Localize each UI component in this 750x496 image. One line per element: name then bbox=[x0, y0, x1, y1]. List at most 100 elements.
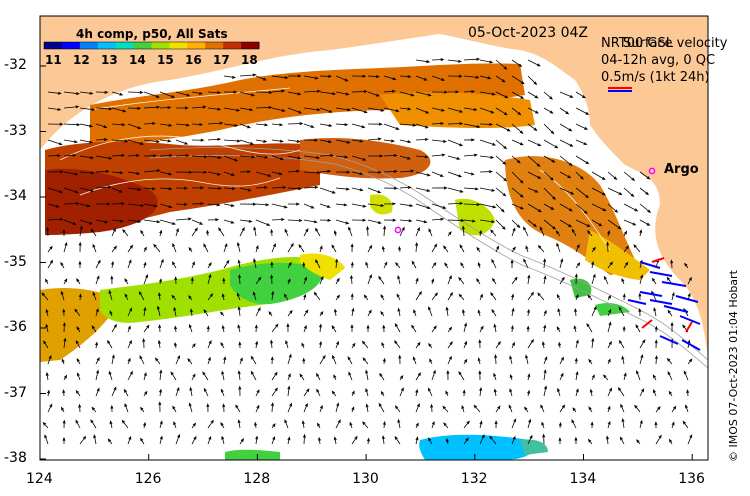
velocity-arrow bbox=[255, 90, 273, 94]
velocity-arrow bbox=[108, 289, 113, 301]
colorbar-tick-label: 13 bbox=[101, 53, 118, 67]
velocity-arrow bbox=[415, 372, 421, 381]
velocity-arrow bbox=[654, 421, 658, 429]
velocity-arrow bbox=[143, 306, 147, 317]
velocity-arrow bbox=[543, 123, 555, 135]
velocity-arrow bbox=[191, 219, 204, 225]
velocity-arrow bbox=[239, 123, 251, 129]
velocity-arrow bbox=[447, 90, 460, 94]
velocity-arrow bbox=[95, 138, 108, 142]
velocity-arrow bbox=[379, 372, 385, 381]
velocity-arrow bbox=[221, 293, 225, 301]
velocity-arrow bbox=[607, 405, 611, 413]
velocity-arrow bbox=[255, 276, 262, 285]
velocity-arrow bbox=[191, 422, 197, 429]
velocity-arrow bbox=[287, 385, 291, 397]
velocity-arrow bbox=[111, 354, 115, 365]
velocity-arrow bbox=[415, 75, 428, 81]
velocity-arrow bbox=[495, 340, 501, 349]
velocity-arrow bbox=[255, 171, 272, 177]
velocity-arrow bbox=[558, 437, 562, 445]
velocity-arrow bbox=[431, 203, 447, 209]
velocity-arrow bbox=[558, 422, 562, 429]
velocity-arrow bbox=[541, 421, 545, 429]
velocity-arrow bbox=[654, 325, 658, 333]
velocity-arrow bbox=[380, 390, 385, 397]
velocity-arrow bbox=[255, 75, 267, 81]
velocity-arrow bbox=[602, 374, 609, 381]
velocity-arrow bbox=[170, 371, 177, 381]
velocity-arrow bbox=[206, 403, 210, 413]
velocity-arrow bbox=[606, 241, 610, 253]
velocity-arrow bbox=[138, 290, 145, 301]
velocity-arrow bbox=[444, 262, 449, 269]
velocity-arrow bbox=[607, 171, 618, 180]
velocity-arrow bbox=[559, 372, 564, 381]
lat-tick-label: -38 bbox=[4, 450, 27, 466]
velocity-arrow bbox=[639, 203, 652, 213]
velocity-arrow bbox=[237, 259, 241, 269]
velocity-arrow bbox=[398, 354, 402, 365]
velocity-arrow bbox=[463, 107, 478, 112]
velocity-arrow bbox=[303, 138, 319, 142]
velocity-arrow bbox=[445, 390, 449, 397]
velocity-arrow bbox=[62, 229, 66, 237]
velocity-arrow bbox=[527, 418, 532, 429]
lat-tick-label: -34 bbox=[4, 188, 27, 204]
colorbar-segment bbox=[205, 42, 224, 49]
velocity-scale-label: 0.5m/s (1kt 24h) bbox=[601, 70, 710, 85]
velocity-arrow bbox=[206, 229, 210, 237]
velocity-arrow bbox=[348, 226, 353, 237]
velocity-arrow bbox=[95, 155, 113, 160]
velocity-arrow bbox=[623, 230, 628, 237]
velocity-arrow bbox=[191, 170, 208, 174]
velocity-arrow bbox=[394, 435, 401, 445]
velocity-arrow bbox=[495, 139, 508, 150]
velocity-arrow bbox=[588, 406, 593, 413]
velocity-arrow bbox=[107, 438, 113, 445]
velocity-arrow bbox=[557, 308, 561, 317]
velocity-arrow bbox=[367, 309, 372, 317]
velocity-arrow bbox=[109, 420, 113, 429]
lon-tick-label: 124 bbox=[26, 471, 53, 487]
velocity-arrow bbox=[79, 435, 87, 445]
velocity-arrow bbox=[351, 155, 367, 161]
credit-text: © IMOS 07-Oct-2023 01:04 Hobart bbox=[727, 270, 740, 462]
velocity-arrow bbox=[255, 307, 261, 317]
velocity-arrow bbox=[685, 404, 689, 413]
velocity-arrow bbox=[543, 309, 547, 317]
velocity-arrow bbox=[633, 244, 641, 253]
velocity-arrow bbox=[270, 274, 274, 285]
velocity-arrow bbox=[63, 153, 77, 157]
velocity-arrow bbox=[479, 434, 485, 445]
velocity-arrow bbox=[287, 107, 303, 114]
velocity-arrow bbox=[543, 369, 547, 381]
velocity-arrow bbox=[287, 261, 292, 269]
velocity-arrow bbox=[111, 219, 124, 223]
velocity-arrow bbox=[139, 355, 145, 365]
lon-tick-label: 130 bbox=[352, 471, 379, 487]
velocity-arrow bbox=[319, 203, 331, 208]
velocity-arrow bbox=[431, 90, 449, 94]
velocity-arrow bbox=[153, 243, 161, 253]
velocity-arrow bbox=[108, 370, 113, 381]
velocity-arrow bbox=[572, 407, 577, 413]
velocity-arrow bbox=[670, 259, 674, 269]
velocity-arrow bbox=[207, 155, 223, 159]
velocity-arrow bbox=[220, 421, 225, 429]
velocity-arrow bbox=[127, 339, 132, 349]
velocity-arrow bbox=[63, 202, 80, 206]
velocity-arrow bbox=[207, 107, 222, 111]
velocity-arrow bbox=[175, 433, 181, 445]
velocity-arrow bbox=[431, 153, 446, 157]
velocity-arrow bbox=[191, 227, 198, 237]
velocity-arrow bbox=[159, 123, 173, 127]
velocity-arrow bbox=[479, 420, 483, 429]
velocity-arrow bbox=[479, 75, 492, 80]
velocity-arrow bbox=[175, 139, 189, 145]
velocity-arrow bbox=[45, 371, 49, 381]
velocity-arrow bbox=[351, 90, 368, 94]
velocity-arrow bbox=[378, 275, 385, 285]
velocity-arrow bbox=[495, 75, 506, 83]
velocity-arrow bbox=[382, 324, 386, 333]
